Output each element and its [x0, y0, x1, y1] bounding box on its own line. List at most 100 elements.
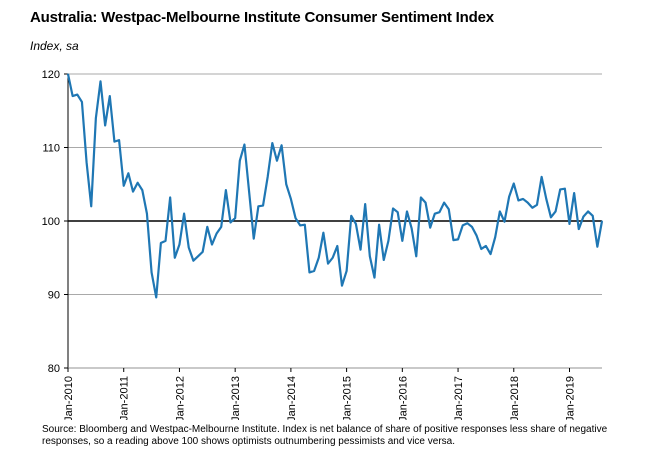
data-point-0 — [67, 73, 69, 75]
data-point-67 — [378, 224, 380, 226]
x-tick-label-Jan-2013: Jan-2013 — [230, 376, 242, 420]
data-point-26 — [188, 246, 190, 249]
data-point-81 — [443, 202, 445, 204]
x-tick-label-Jan-2015: Jan-2015 — [342, 376, 354, 420]
x-tick-label-Jan-2016: Jan-2016 — [397, 376, 409, 420]
data-point-43 — [267, 176, 269, 178]
data-point-79 — [434, 213, 436, 215]
data-point-60 — [346, 270, 348, 272]
data-point-29 — [202, 251, 204, 253]
series-line-consumer-sentiment — [66, 73, 604, 299]
data-point-53 — [313, 270, 315, 272]
data-point-10 — [113, 141, 116, 143]
data-point-59 — [341, 285, 343, 287]
data-point-52 — [308, 271, 311, 274]
x-tick-label-Jan-2017: Jan-2017 — [453, 376, 465, 420]
data-point-78 — [429, 227, 431, 229]
data-point-16 — [141, 189, 143, 191]
y-tick-label-110: 110 — [42, 143, 60, 155]
data-point-95 — [508, 196, 510, 198]
data-point-5 — [90, 205, 92, 207]
data-point-90 — [485, 245, 487, 247]
data-point-38 — [243, 143, 246, 146]
data-point-74 — [411, 227, 413, 229]
y-axis-unit-label: Index, sa — [30, 39, 79, 53]
data-point-31 — [211, 243, 213, 246]
data-point-108 — [568, 223, 571, 225]
data-point-24 — [178, 243, 181, 246]
data-point-98 — [522, 198, 524, 200]
data-point-56 — [327, 263, 329, 265]
data-point-12 — [123, 185, 125, 187]
data-point-7 — [99, 80, 102, 82]
data-point-87 — [471, 226, 473, 228]
data-point-83 — [452, 239, 455, 241]
data-point-84 — [457, 238, 459, 240]
data-point-96 — [513, 182, 515, 185]
data-point-63 — [359, 249, 362, 251]
data-point-48 — [290, 198, 292, 200]
x-tick-label-Jan-2011: Jan-2011 — [119, 376, 131, 420]
data-point-9 — [109, 95, 111, 97]
data-point-110 — [578, 228, 580, 230]
data-point-54 — [318, 257, 320, 259]
data-point-6 — [95, 117, 97, 119]
data-point-30 — [206, 226, 208, 228]
data-point-17 — [146, 213, 148, 215]
data-point-64 — [364, 203, 366, 205]
data-point-4 — [85, 161, 88, 163]
data-point-58 — [336, 245, 338, 247]
data-point-51 — [304, 224, 306, 226]
data-point-70 — [392, 207, 394, 210]
data-point-18 — [150, 271, 153, 274]
data-point-13 — [127, 172, 129, 174]
data-point-25 — [183, 213, 185, 215]
data-point-68 — [383, 259, 385, 261]
data-point-14 — [132, 191, 134, 193]
data-point-72 — [401, 240, 403, 242]
data-point-91 — [489, 253, 492, 255]
data-point-88 — [476, 235, 478, 237]
data-point-35 — [229, 221, 232, 224]
data-point-15 — [137, 182, 139, 184]
y-tick-label-80: 80 — [48, 363, 60, 375]
data-point-1 — [72, 95, 74, 97]
data-point-62 — [355, 223, 357, 225]
data-point-100 — [531, 207, 533, 209]
data-point-86 — [466, 222, 468, 224]
data-point-77 — [424, 202, 427, 204]
y-tick-label-90: 90 — [48, 290, 60, 302]
data-point-92 — [494, 236, 496, 238]
data-point-19 — [155, 296, 157, 299]
data-point-103 — [545, 198, 547, 200]
line-chart: 80 90 100 110 120 Jan-2010 Jan-2011 Jan-2012 Jan… — [42, 69, 604, 420]
data-point-33 — [220, 226, 222, 228]
data-point-73 — [406, 210, 408, 213]
source-note: Source: Bloomberg and Westpac-Melbourne … — [42, 424, 608, 447]
data-point-32 — [215, 232, 218, 235]
data-point-39 — [248, 191, 250, 193]
data-point-71 — [397, 211, 399, 213]
data-point-112 — [587, 210, 589, 213]
data-point-114 — [596, 246, 598, 248]
data-point-28 — [197, 255, 199, 257]
data-point-111 — [582, 215, 585, 218]
data-point-37 — [239, 160, 241, 162]
data-point-40 — [253, 238, 255, 240]
data-point-55 — [322, 232, 324, 234]
data-point-65 — [369, 255, 371, 257]
data-point-11 — [118, 139, 120, 141]
data-point-105 — [554, 210, 557, 213]
x-tick-label-Jan-2014: Jan-2014 — [286, 376, 298, 420]
data-point-50 — [299, 224, 301, 227]
y-tick-label-120: 120 — [42, 69, 60, 81]
x-tick-label-Jan-2019: Jan-2019 — [564, 376, 576, 420]
data-point-115 — [601, 220, 603, 222]
data-point-46 — [281, 144, 283, 146]
data-point-45 — [276, 160, 278, 162]
data-point-99 — [527, 202, 529, 204]
data-point-101 — [536, 204, 538, 206]
data-point-80 — [438, 211, 441, 213]
y-tick-label-100: 100 — [42, 216, 60, 228]
data-point-104 — [550, 216, 552, 218]
